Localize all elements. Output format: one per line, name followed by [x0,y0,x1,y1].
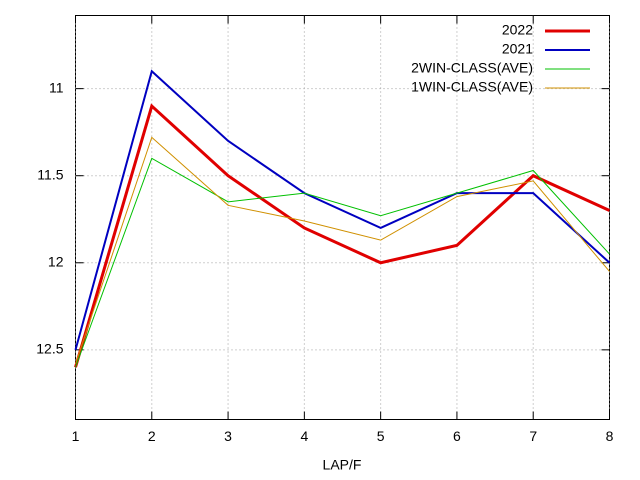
y-tick-label: 11.5 [37,166,63,182]
legend-label: 1WIN-CLASS(AVE) [411,79,533,95]
y-tick-label: 11 [49,79,64,95]
x-tick-label: 3 [224,428,232,444]
y-tick-label: 12.5 [36,341,63,357]
legend-label: 2022 [502,22,533,38]
x-tick-label: 4 [300,428,308,444]
legend-label: 2WIN-CLASS(AVE) [411,60,533,76]
plot-frame [75,15,610,420]
x-tick-label: 1 [72,428,80,444]
series-line [74,69,611,351]
series-line [75,157,610,368]
series-line [74,103,611,368]
x-tick-label: 2 [148,428,156,444]
x-tick-label: 7 [529,428,537,444]
y-tick-label: 12 [48,253,64,269]
legend-label: 2021 [502,41,533,57]
x-axis-label: LAP/F [323,457,362,473]
x-tick-label: 6 [453,428,461,444]
x-tick-label: 5 [377,428,385,444]
x-tick-label: 8 [606,428,614,444]
series-line [75,136,610,364]
